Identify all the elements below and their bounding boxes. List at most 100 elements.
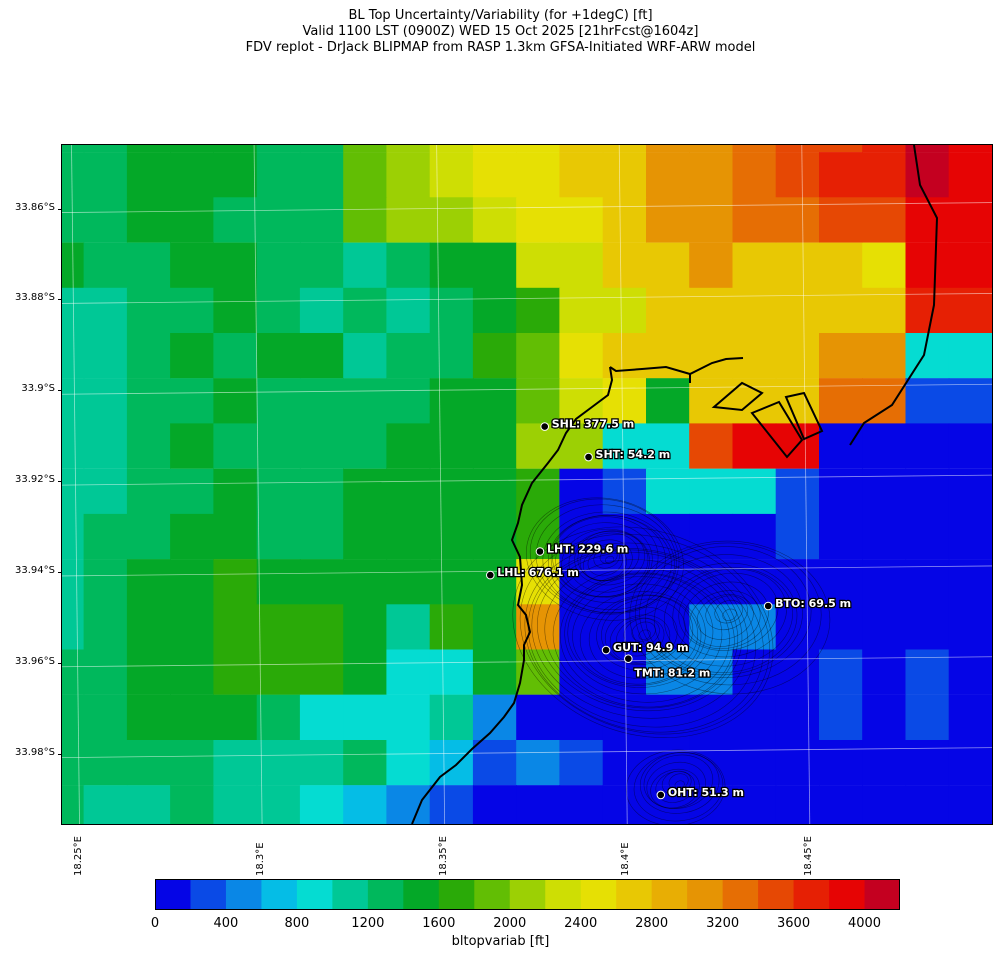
station-gut[interactable]: GUT: 94.9 m <box>601 640 690 655</box>
stations-layer: SHL: 377.5 m SHT: 54.2 m LHT: 229.6 m LHL: … <box>486 416 852 800</box>
grid-cell <box>732 333 777 379</box>
colorbar-segment <box>509 879 546 910</box>
grid-cell <box>689 468 734 515</box>
grid-cell <box>83 242 128 288</box>
grid-cell <box>948 785 992 824</box>
contour-line <box>645 554 803 676</box>
grid-cell <box>126 468 171 515</box>
grid-cell <box>905 785 950 824</box>
grid-cell <box>299 785 344 824</box>
colorbar-segment <box>758 879 794 910</box>
colorbar-segment <box>864 879 900 910</box>
grid-cell <box>343 333 388 379</box>
longitude-tick-label: 18.4°E <box>620 842 632 876</box>
contour-line <box>605 555 615 564</box>
grid-cell <box>862 152 907 198</box>
station-lhl[interactable]: LHL: 676.1 m <box>486 565 580 580</box>
grid-cell <box>213 333 258 379</box>
grid-cell <box>386 423 431 469</box>
latitude-tick-label: 33.94°S <box>15 564 55 576</box>
grid-cell <box>646 559 690 605</box>
contour-line <box>639 546 812 678</box>
grid-cell <box>126 333 171 379</box>
latitude-tick <box>58 662 62 664</box>
grid-cell <box>213 152 258 198</box>
station-lht[interactable]: LHT: 229.6 m <box>535 541 630 557</box>
contour-line <box>547 515 672 610</box>
station-marker[interactable] <box>601 645 611 655</box>
grid-cell <box>83 785 128 824</box>
grid-cell <box>83 604 128 650</box>
grid-cell <box>429 423 474 469</box>
grid-cell <box>83 152 128 198</box>
latitude-tick-label: 33.88°S <box>15 292 55 304</box>
station-label: SHL: 377.5 m <box>552 418 634 431</box>
grid-cell <box>646 378 690 424</box>
terrain-contours <box>512 497 831 824</box>
grid-cell <box>948 423 992 469</box>
grid-cell <box>862 513 907 560</box>
contour-line <box>653 562 798 673</box>
grid-cell <box>689 287 734 334</box>
station-marker[interactable] <box>656 790 666 800</box>
grid-cell <box>62 423 85 469</box>
grid-cell <box>213 468 258 515</box>
grid-cell <box>516 152 561 198</box>
grid-cell <box>646 423 690 469</box>
grid-cell <box>83 197 128 243</box>
grid-cell <box>905 604 950 650</box>
grid-cell <box>386 333 431 379</box>
grid-cell <box>472 694 517 741</box>
grid-cell <box>472 785 517 824</box>
grid-cell <box>559 333 604 379</box>
station-shl[interactable]: SHL: 377.5 m <box>540 416 635 432</box>
grid-cell <box>256 287 301 334</box>
latitude-tick <box>58 753 62 755</box>
grid-cell <box>343 468 388 515</box>
station-marker[interactable] <box>535 547 545 556</box>
grid-cell <box>819 649 863 695</box>
grid-cell <box>299 513 344 560</box>
grid-cell <box>386 604 431 650</box>
grid-cell <box>299 197 344 243</box>
grid-cell <box>516 694 561 741</box>
grid-cell <box>819 423 863 469</box>
contour-line <box>722 608 737 621</box>
grid-cell <box>429 145 474 153</box>
station-marker[interactable] <box>584 452 593 462</box>
colorbar <box>155 879 900 910</box>
map-panel[interactable]: SHL: 377.5 m SHT: 54.2 m LHT: 229.6 m LHL: … <box>61 144 993 825</box>
station-oht[interactable]: OHT: 51.3 m <box>656 785 745 800</box>
grid-cell <box>862 604 907 650</box>
station-marker[interactable] <box>624 654 633 663</box>
grid-cell <box>343 242 388 288</box>
colorbar-tick-label: 800 <box>284 916 310 931</box>
station-marker[interactable] <box>540 422 550 431</box>
grid-cell <box>343 287 388 334</box>
station-marker[interactable] <box>486 570 495 580</box>
station-tmt[interactable]: TMT: 81.2 m <box>624 654 712 681</box>
grid-cell <box>126 152 171 198</box>
grid-cell <box>170 694 214 741</box>
station-marker[interactable] <box>763 601 773 611</box>
contour-line <box>555 522 653 597</box>
grid-cell <box>948 197 992 243</box>
station-bto[interactable]: BTO: 69.5 m <box>763 596 852 611</box>
grid-cell <box>429 197 474 243</box>
grid-cell <box>472 649 517 695</box>
grid-cell <box>559 559 604 605</box>
grid-cell <box>62 468 85 515</box>
station-sht[interactable]: SHT: 54.2 m <box>584 447 671 462</box>
colorbar-tick-label: 400 <box>213 916 239 931</box>
colorbar-tick-label: 0 <box>150 916 160 931</box>
longitude-tick-label: 18.35°E <box>437 836 449 876</box>
latitude-gridline <box>62 747 992 759</box>
contour-line <box>596 595 694 671</box>
grid-cell <box>472 468 517 515</box>
grid-cell <box>948 513 992 560</box>
grid-cell <box>299 559 344 605</box>
contour-line <box>625 749 726 824</box>
grid-cell <box>905 287 950 334</box>
grid-cell <box>126 145 171 153</box>
map-canvas[interactable]: SHL: 377.5 m SHT: 54.2 m LHT: 229.6 m LHL: … <box>62 145 992 824</box>
